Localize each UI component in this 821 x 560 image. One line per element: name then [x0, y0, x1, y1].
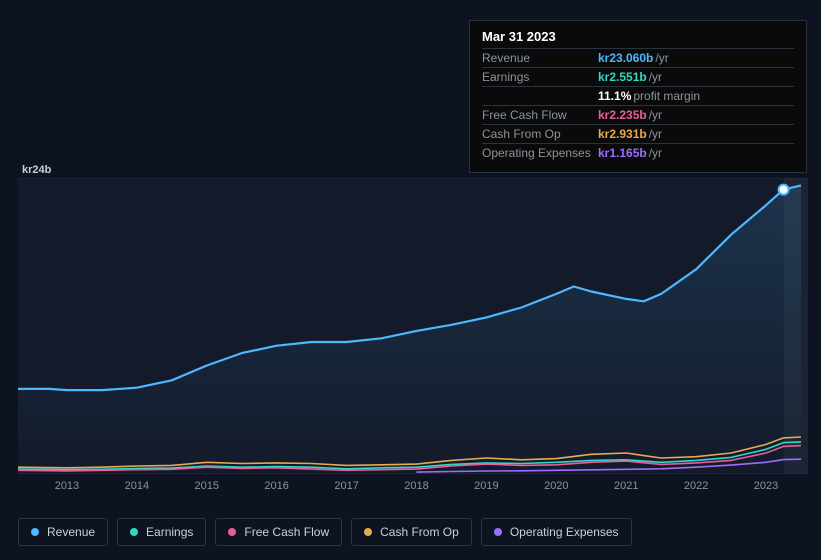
tooltip-row-value: kr2.235b — [598, 108, 647, 122]
legend-item-label: Cash From Op — [380, 525, 459, 539]
x-axis-tick: 2018 — [404, 480, 428, 492]
tooltip-row-label: Earnings — [482, 70, 598, 84]
legend-dot-icon — [494, 528, 502, 536]
tooltip-row-label: Revenue — [482, 51, 598, 65]
tooltip-row-suffix: /yr — [655, 51, 668, 65]
legend-item-earnings[interactable]: Earnings — [117, 518, 206, 546]
tooltip-row: 11.1% profit margin — [482, 86, 794, 105]
x-axis-tick: 2014 — [125, 480, 149, 492]
tooltip-row-suffix: /yr — [649, 70, 662, 84]
tooltip-row: Operating Expenseskr1.165b /yr — [482, 143, 794, 162]
legend-item-revenue[interactable]: Revenue — [18, 518, 108, 546]
tooltip-row-suffix: profit margin — [633, 89, 700, 103]
legend-dot-icon — [364, 528, 372, 536]
tooltip-row-label: Operating Expenses — [482, 146, 598, 160]
chart-x-axis: 2013 2014 2015 2016 2017 2018 2019 2020 2021 2022… — [18, 480, 808, 500]
tooltip-date: Mar 31 2023 — [482, 29, 794, 48]
chart-plot-area[interactable] — [18, 178, 808, 474]
legend-item-label: Earnings — [146, 525, 193, 539]
tooltip-row-value: kr2.931b — [598, 127, 647, 141]
legend-dot-icon — [31, 528, 39, 536]
legend-item-label: Revenue — [47, 525, 95, 539]
tooltip-row: Revenuekr23.060b /yr — [482, 48, 794, 67]
legend-dot-icon — [130, 528, 138, 536]
tooltip-row-suffix: /yr — [649, 108, 662, 122]
legend-item-cash-from-op[interactable]: Cash From Op — [351, 518, 472, 546]
tooltip-row-value: kr1.165b — [598, 146, 647, 160]
tooltip-row-value: kr2.551b — [598, 70, 647, 84]
x-axis-tick: 2015 — [195, 480, 219, 492]
tooltip-row-suffix: /yr — [649, 127, 662, 141]
x-axis-tick: 2017 — [334, 480, 358, 492]
tooltip-row-value: kr23.060b — [598, 51, 653, 65]
legend-item-operating-expenses[interactable]: Operating Expenses — [481, 518, 632, 546]
legend-dot-icon — [228, 528, 236, 536]
x-axis-tick: 2020 — [544, 480, 568, 492]
tooltip-row: Cash From Opkr2.931b /yr — [482, 124, 794, 143]
cursor-dot — [779, 185, 789, 195]
chart-tooltip: Mar 31 2023 Revenuekr23.060b /yrEarnings… — [469, 20, 807, 173]
tooltip-row: Free Cash Flowkr2.235b /yr — [482, 105, 794, 124]
chart-legend: Revenue Earnings Free Cash Flow Cash From O… — [18, 518, 632, 546]
x-axis-tick: 2023 — [754, 480, 778, 492]
chart-page: Mar 31 2023 Revenuekr23.060b /yrEarnings… — [0, 0, 821, 560]
legend-item-label: Free Cash Flow — [244, 525, 329, 539]
tooltip-row: Earningskr2.551b /yr — [482, 67, 794, 86]
y-axis-label: kr24b — [22, 164, 51, 176]
x-axis-tick: 2016 — [264, 480, 288, 492]
tooltip-row-value: 11.1% — [598, 89, 631, 103]
tooltip-row-suffix: /yr — [649, 146, 662, 160]
tooltip-row-label: Cash From Op — [482, 127, 598, 141]
legend-item-label: Operating Expenses — [510, 525, 619, 539]
x-axis-tick: 2019 — [474, 480, 498, 492]
legend-item-free-cash-flow[interactable]: Free Cash Flow — [215, 518, 342, 546]
x-axis-tick: 2013 — [55, 480, 79, 492]
x-axis-tick: 2022 — [684, 480, 708, 492]
x-axis-tick: 2021 — [614, 480, 638, 492]
tooltip-row-label: Free Cash Flow — [482, 108, 598, 122]
